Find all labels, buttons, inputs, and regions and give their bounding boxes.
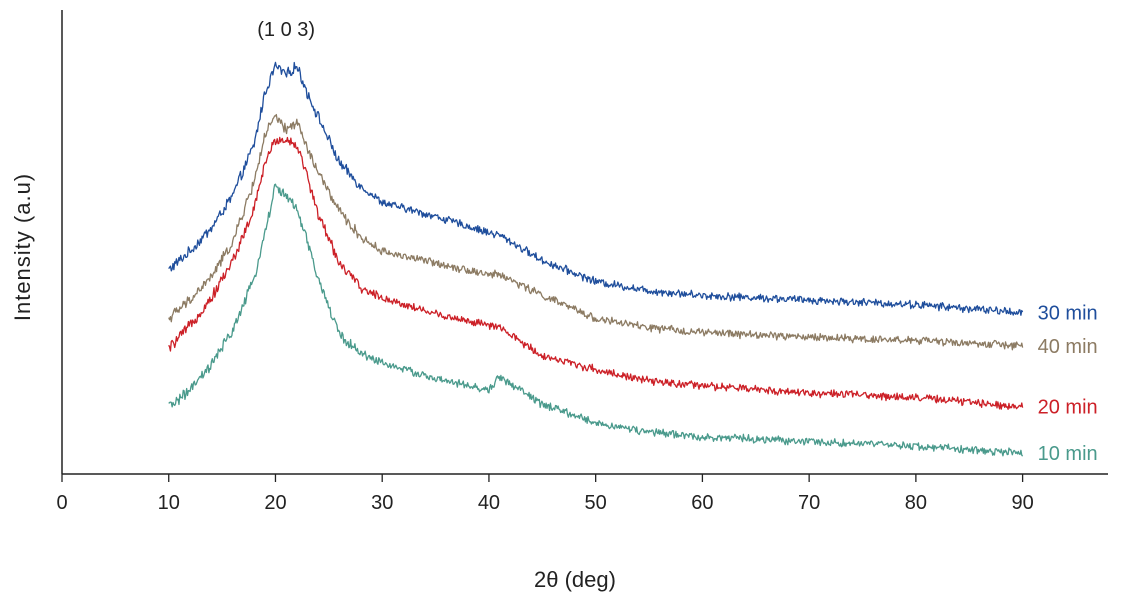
series-label: 40 min	[1038, 336, 1098, 358]
x-tick-label: 20	[264, 492, 286, 514]
series-label: 20 min	[1038, 397, 1098, 419]
x-tick-label: 0	[56, 492, 67, 514]
plot-area: 0 10 20 30 40 50 60 70 80 90 30 min 40 min 20 min 10…	[56, 10, 1108, 514]
series-line	[168, 183, 1024, 457]
x-tick-label: 70	[798, 492, 820, 514]
x-ticks: 0 10 20 30 40 50 60 70 80 90	[56, 474, 1034, 514]
peak-annotation: (1 0 3)	[257, 19, 315, 41]
x-tick-label: 80	[905, 492, 927, 514]
series-lines	[168, 61, 1024, 457]
x-tick-label: 60	[691, 492, 713, 514]
series-line	[168, 61, 1024, 316]
x-tick-label: 30	[371, 492, 393, 514]
x-tick-label: 40	[478, 492, 500, 514]
x-axis-title: 2θ (deg)	[534, 567, 616, 592]
y-axis-title: Intensity (a.u)	[10, 173, 35, 321]
series-label: 30 min	[1038, 303, 1098, 325]
x-tick-label: 10	[158, 492, 180, 514]
x-tick-label: 50	[585, 492, 607, 514]
series-line	[168, 113, 1024, 351]
series-line	[168, 136, 1024, 410]
series-labels: 30 min 40 min 20 min 10 min	[1038, 303, 1098, 466]
x-tick-label: 90	[1011, 492, 1033, 514]
annotations: (1 0 3)	[257, 19, 315, 41]
series-label: 10 min	[1038, 443, 1098, 465]
